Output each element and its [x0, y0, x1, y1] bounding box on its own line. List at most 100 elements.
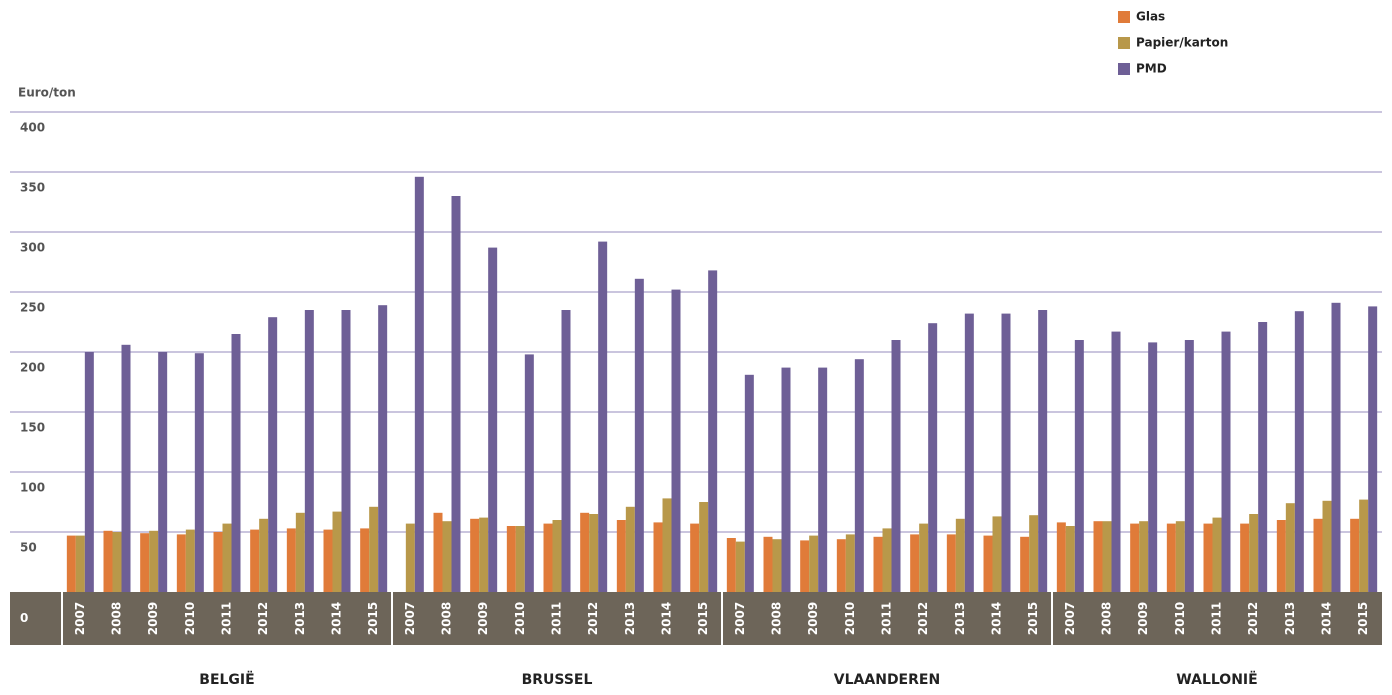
bar	[506, 526, 516, 592]
bar	[781, 367, 791, 592]
x-tick-label: 2011	[1210, 602, 1224, 635]
bar	[662, 498, 672, 592]
bar	[589, 514, 599, 592]
bar	[479, 517, 489, 592]
bar	[524, 354, 534, 592]
bar	[1203, 523, 1213, 592]
bar	[405, 523, 415, 592]
bar	[992, 516, 1002, 592]
y-tick-label: 400	[20, 121, 45, 135]
x-tick-label: 2007	[733, 602, 747, 635]
bar	[735, 541, 745, 592]
bar	[1148, 342, 1158, 592]
bar	[470, 518, 480, 592]
bar	[671, 289, 681, 592]
bar	[360, 528, 370, 592]
group-label: VLAANDEREN	[834, 672, 940, 688]
y-tick-label: 100	[20, 481, 45, 495]
bar	[332, 511, 342, 592]
group-label: WALLONIË	[1176, 671, 1257, 688]
bar	[955, 518, 965, 592]
bar	[304, 310, 314, 592]
x-tick-label: 2015	[1026, 602, 1040, 635]
bar	[625, 506, 635, 592]
bar	[286, 528, 296, 592]
bar	[561, 310, 571, 592]
bar	[1065, 526, 1075, 592]
bar	[653, 522, 663, 592]
bar	[818, 367, 828, 592]
x-tick-label: 2012	[916, 602, 930, 635]
group-label: BRUSSEL	[522, 672, 593, 688]
bar	[708, 270, 718, 592]
legend-swatch	[1118, 63, 1130, 75]
x-tick-label: 2012	[586, 602, 600, 635]
bar	[946, 534, 956, 592]
bar	[103, 530, 113, 592]
bar	[1322, 500, 1332, 592]
y-axis-label: Euro/ton	[18, 86, 76, 100]
bar	[1221, 331, 1231, 592]
x-tick-label: 2015	[366, 602, 380, 635]
x-tick-label: 2010	[513, 602, 527, 635]
bar	[845, 534, 855, 592]
bar	[580, 512, 590, 592]
bar	[140, 533, 150, 592]
bar	[543, 523, 553, 592]
bar	[891, 340, 901, 592]
bar	[1368, 306, 1378, 592]
bar	[809, 535, 819, 592]
bar	[873, 536, 883, 592]
bar	[882, 528, 892, 592]
bar	[1184, 340, 1194, 592]
bar	[1359, 499, 1369, 592]
x-tick-label: 2010	[1173, 602, 1187, 635]
legend-label: PMD	[1136, 62, 1167, 76]
x-tick-label: 2008	[110, 602, 124, 635]
bar	[194, 353, 204, 592]
bar	[928, 323, 938, 592]
x-tick-label: 2008	[770, 602, 784, 635]
bar	[1285, 503, 1295, 592]
bar	[158, 352, 168, 592]
x-tick-label: 2008	[1100, 602, 1114, 635]
bar	[341, 310, 351, 592]
bar	[1240, 523, 1250, 592]
legend-swatch	[1118, 37, 1130, 49]
bar	[1331, 302, 1341, 592]
bar	[268, 317, 278, 592]
x-tick-label: 2009	[146, 602, 160, 635]
bar	[1249, 514, 1259, 592]
bar	[515, 526, 525, 592]
x-tick-label: 2013	[293, 602, 307, 635]
bar	[1294, 311, 1304, 592]
bar	[414, 176, 424, 593]
x-tick-label: 2014	[1320, 602, 1334, 635]
bar	[222, 523, 232, 592]
bar	[1313, 518, 1323, 592]
x-tick-label: 2009	[806, 602, 820, 635]
x-tick-label: 2013	[1283, 602, 1297, 635]
bar	[910, 534, 920, 592]
bar	[1020, 536, 1030, 592]
x-tick-label: 2013	[623, 602, 637, 635]
bar	[1093, 521, 1103, 592]
x-tick-label: 2015	[696, 602, 710, 635]
bar	[634, 278, 644, 592]
bar	[259, 518, 269, 592]
bar	[854, 359, 864, 592]
bar	[1111, 331, 1121, 592]
bar	[1175, 521, 1185, 592]
y-tick-label: 250	[20, 301, 45, 315]
bar	[1130, 523, 1140, 592]
y-tick-label: 150	[20, 421, 45, 435]
bar	[176, 534, 186, 592]
bar	[598, 241, 608, 592]
y-tick-label: 50	[20, 541, 37, 555]
x-tick-label: 2011	[220, 602, 234, 635]
bar	[121, 344, 131, 592]
x-tick-label: 2011	[880, 602, 894, 635]
bar	[295, 512, 305, 592]
bar	[75, 535, 85, 592]
x-tick-label: 2010	[183, 602, 197, 635]
